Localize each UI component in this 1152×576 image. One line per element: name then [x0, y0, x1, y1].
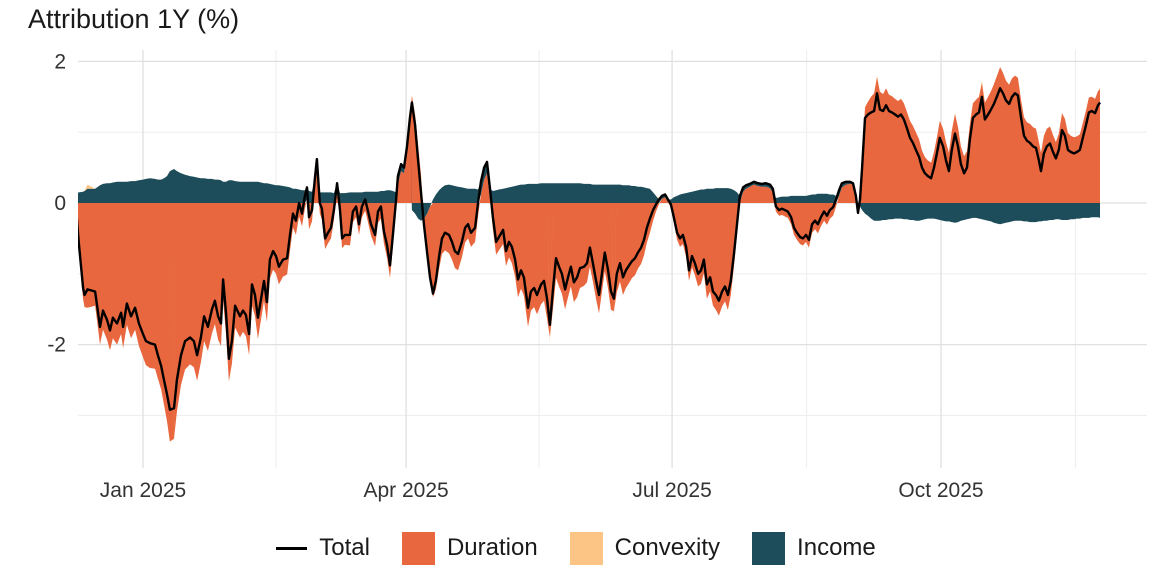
stacked-areas [78, 67, 1101, 443]
x-axis-labels: Jan 2025 Apr 2025 Jul 2025 Oct 2025 [100, 479, 984, 502]
x-tick-label: Jan 2025 [100, 479, 186, 502]
chart-title: Attribution 1Y (%) [28, 4, 240, 34]
legend-item-convexity: Convexity [569, 531, 721, 565]
total-line-key-icon [276, 546, 308, 550]
legend-label-duration: Duration [446, 534, 538, 561]
legend-label-income: Income [797, 534, 876, 561]
income-swatch-icon [752, 531, 786, 565]
x-tick-label: Oct 2025 [898, 479, 983, 502]
y-tick-label: 0 [54, 192, 66, 215]
total-line [78, 87, 1101, 411]
legend-item-duration: Duration [401, 531, 538, 565]
legend-item-total: Total [276, 536, 370, 560]
x-tick-label: Apr 2025 [363, 479, 448, 502]
y-tick-label: -2 [47, 334, 66, 357]
convexity-swatch-icon [569, 531, 603, 565]
y-axis-labels: 2 0 -2 [47, 50, 66, 356]
chart-legend: Total Duration Convexity Income [0, 524, 1152, 572]
legend-label-total: Total [319, 534, 370, 561]
legend-item-income: Income [752, 531, 876, 565]
income-area [78, 118, 1100, 225]
duration-swatch-icon [401, 531, 435, 565]
attribution-chart: 2 0 -2 Jan 2025 Apr 2025 Jul 2025 Oct 2025 [47, 50, 1147, 502]
y-tick-label: 2 [54, 50, 66, 73]
legend-label-convexity: Convexity [614, 534, 721, 561]
x-tick-label: Jul 2025 [632, 479, 711, 502]
